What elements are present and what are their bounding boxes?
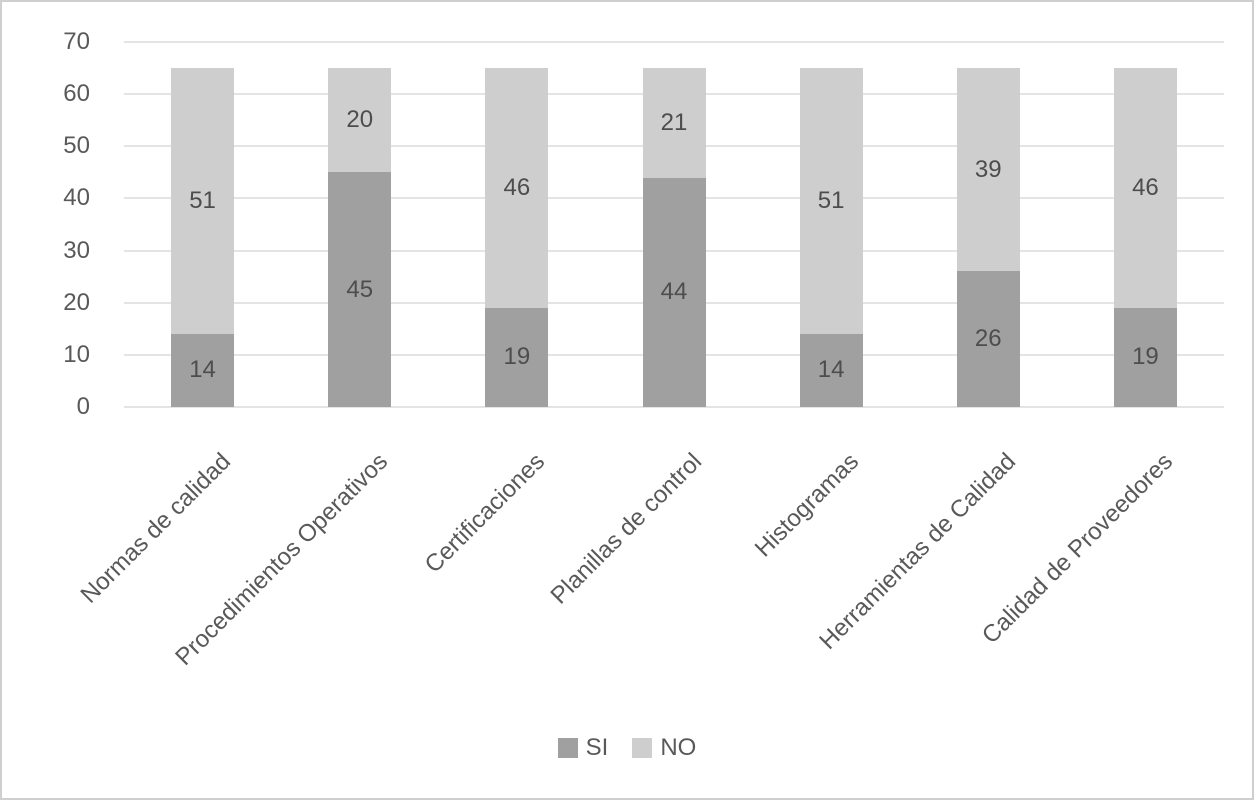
bar-segment-si: 19 xyxy=(485,307,549,407)
bar-value-label: 26 xyxy=(974,325,1002,353)
bar-group: 20 45 xyxy=(328,68,392,407)
bar-value-label: 44 xyxy=(660,278,688,306)
y-tick-label: 50 xyxy=(63,132,90,160)
bar-segment-no: 46 xyxy=(1113,68,1177,308)
bar-value-label: 39 xyxy=(974,155,1002,183)
legend-swatch-no xyxy=(632,738,653,758)
y-tick-label: 0 xyxy=(76,393,90,420)
y-tick-label: 70 xyxy=(63,28,90,55)
x-category-label: Herramientas de Calidad xyxy=(814,448,1022,655)
x-category-label: Planillas de control xyxy=(545,448,708,610)
bar-value-label: 14 xyxy=(189,356,216,384)
bar-segment-no: 51 xyxy=(171,68,235,334)
bar-group: 39 26 xyxy=(956,68,1020,407)
gridline xyxy=(124,406,1224,408)
y-tick-label: 10 xyxy=(63,340,90,368)
legend: SI NO xyxy=(2,734,1252,762)
y-tick-label: 20 xyxy=(63,288,90,316)
bar-value-label: 19 xyxy=(503,343,531,371)
bar-group: 46 19 xyxy=(1113,68,1177,407)
bar-segment-no: 21 xyxy=(642,68,706,178)
bar-group: 51 14 xyxy=(799,68,863,407)
bar-value-label: 51 xyxy=(817,187,845,215)
bar-segment-si: 19 xyxy=(1113,307,1177,407)
bar-value-label: 51 xyxy=(189,187,216,215)
bar-group: 51 14 xyxy=(171,68,235,407)
bar-segment-si: 26 xyxy=(956,271,1020,407)
y-tick-label: 40 xyxy=(63,184,90,212)
bar-value-label: 20 xyxy=(346,106,374,134)
y-tick-label: 30 xyxy=(63,236,90,264)
bar-group: 21 44 xyxy=(642,68,706,407)
bar-value-label: 21 xyxy=(660,108,688,136)
legend-item-si: SI xyxy=(557,734,609,762)
x-category-label: Procedimientos Operativos xyxy=(169,448,393,671)
bar-group: 46 19 xyxy=(485,68,549,407)
bar-segment-no: 20 xyxy=(328,68,392,173)
x-category-label: Certificaciones xyxy=(419,448,550,579)
bar-value-label: 19 xyxy=(1132,343,1159,371)
bar-segment-si: 14 xyxy=(171,333,235,407)
bar-segment-no: 39 xyxy=(956,68,1020,272)
bar-value-label: 14 xyxy=(817,356,845,384)
legend-swatch-si xyxy=(557,738,578,758)
x-category-label: Histogramas xyxy=(749,448,865,563)
bar-segment-si: 44 xyxy=(642,177,706,407)
bar-segment-no: 46 xyxy=(485,68,549,308)
y-tick-label: 60 xyxy=(63,80,90,108)
bar-value-label: 46 xyxy=(1132,173,1159,201)
legend-item-no: NO xyxy=(632,734,696,762)
gridline xyxy=(124,41,1224,43)
bar-segment-si: 45 xyxy=(328,172,392,407)
legend-label: NO xyxy=(660,734,697,761)
legend-label: SI xyxy=(585,734,609,761)
bar-value-label: 46 xyxy=(503,173,531,201)
bar-value-label: 45 xyxy=(346,275,374,303)
x-category-label: Calidad de Proveedores xyxy=(977,448,1179,650)
bar-segment-no: 51 xyxy=(799,68,863,334)
bar-segment-si: 14 xyxy=(799,333,863,407)
